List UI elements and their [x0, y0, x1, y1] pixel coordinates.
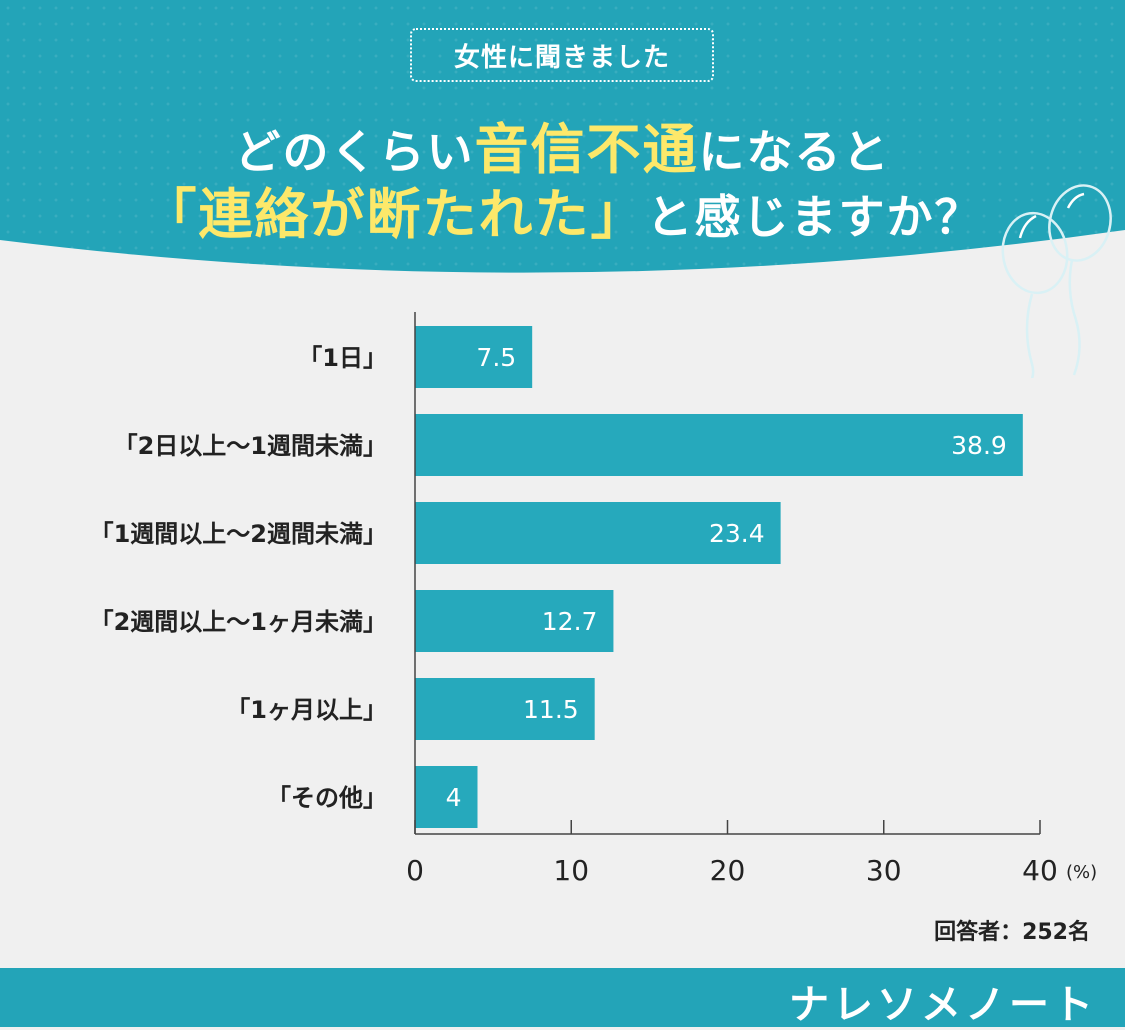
bar: [415, 326, 533, 388]
brand-logo-text: ナレソメノート: [789, 982, 1097, 1028]
bar-value-label: 23.4: [709, 519, 765, 548]
x-tick-label: 10: [553, 854, 589, 887]
bar-value-label: 11.5: [523, 695, 579, 724]
bar: [415, 414, 1023, 476]
survey-badge: 女性に聞きました: [410, 28, 714, 82]
x-axis-unit-label: (%): [1066, 862, 1097, 883]
bar: [415, 502, 781, 564]
header-band: [0, 0, 1125, 280]
balloons-illustration: [1001, 184, 1112, 378]
bar-value-label: 4: [446, 783, 462, 812]
category-label: 「1週間以上～2週間未満」: [90, 520, 387, 548]
x-tick-label: 0: [406, 854, 424, 887]
bar: [415, 678, 595, 740]
title-text-2-post: と感じますか？: [646, 190, 983, 244]
x-tick-label: 20: [710, 854, 746, 887]
category-label: 「2週間以上～1ヶ月未満」: [90, 608, 387, 636]
title-highlight-2: 「連絡が断たれた」: [142, 183, 647, 246]
bar-value-label: 38.9: [951, 431, 1007, 460]
x-tick-label: 30: [866, 854, 902, 887]
bar-chart: 7.5 「1日」 38.9 「2日以上～1週間未満」 23.4 「1週間以上～2週間未満」…: [90, 312, 1097, 887]
title-highlight-1: 音信不通: [474, 118, 699, 181]
bar-value-label: 7.5: [476, 343, 516, 372]
bar: [415, 766, 478, 828]
title-text-1-pre: どのくらい: [234, 125, 475, 179]
footer-band: [0, 968, 1125, 1027]
category-label: 「1ヶ月以上」: [226, 696, 387, 724]
respondents-note: 回答者：252名: [934, 920, 1090, 945]
category-label: 「1日」: [298, 344, 387, 372]
category-label: 「2日以上～1週間未満」: [114, 432, 387, 460]
bar: [415, 590, 614, 652]
title-line-1: どのくらい音信不通になると: [0, 105, 1125, 184]
header-wave: [0, 230, 1125, 280]
title-text-1-post: になると: [698, 125, 891, 179]
title-line-2: 「連絡が断たれた」と感じますか？: [0, 170, 1125, 249]
x-tick-label: 40: [1022, 854, 1058, 887]
bar-value-label: 12.7: [542, 607, 598, 636]
category-label: 「その他」: [267, 784, 387, 812]
